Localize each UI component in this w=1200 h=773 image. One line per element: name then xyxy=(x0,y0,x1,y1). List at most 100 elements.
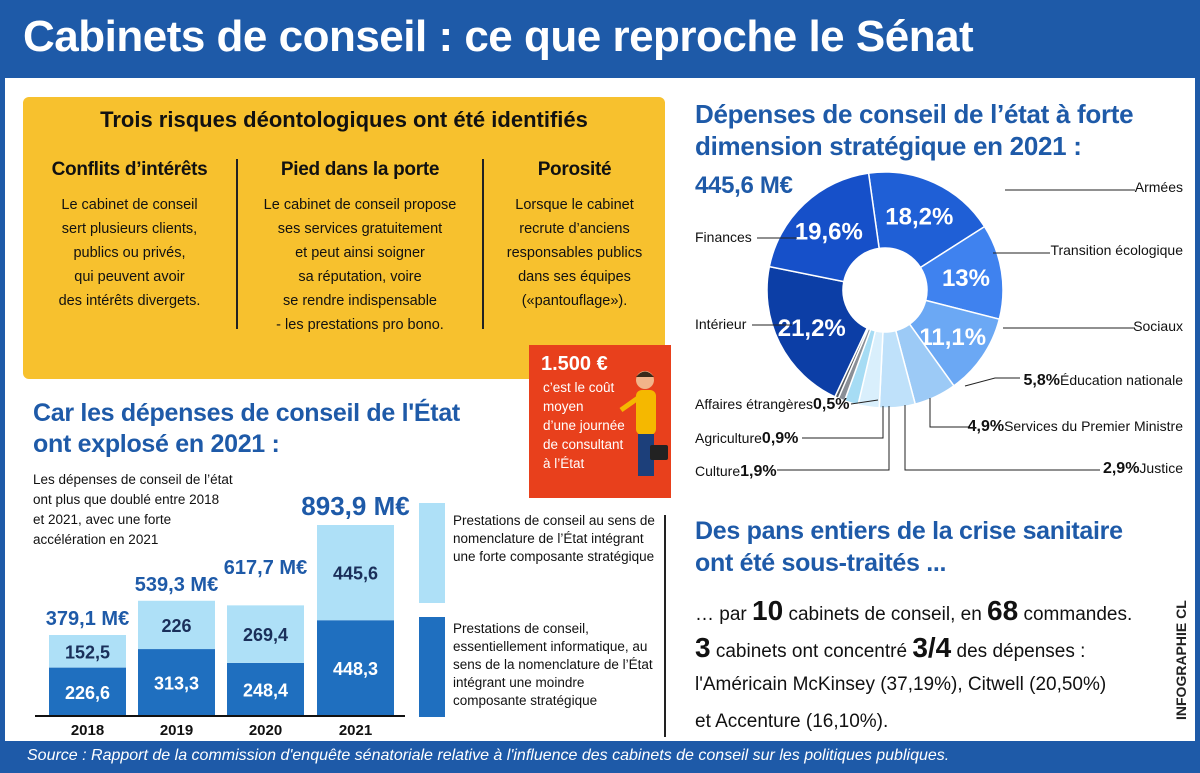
cost-line: moyen xyxy=(543,399,584,414)
legend-entry: Prestations de conseil au sens de nomenc… xyxy=(453,513,655,564)
risk-line: («pantouflage»). xyxy=(521,293,628,309)
risk-line: Le cabinet de conseil xyxy=(61,197,198,213)
cost-line: de consultant xyxy=(543,437,624,452)
separator xyxy=(236,159,238,329)
note-line: accélération en 2021 xyxy=(33,532,159,547)
crisis-heading-line: ont été sous-traités ... xyxy=(695,549,947,577)
bar-total-label: 617,7 M€ xyxy=(224,557,307,579)
donut-label: 4,9%Services du Premier Ministre xyxy=(968,418,1184,435)
leader-line xyxy=(929,398,970,428)
text: cabinets de conseil, en xyxy=(783,604,988,625)
page-title: Cabinets de conseil : ce que reproche le… xyxy=(5,0,1195,78)
arm xyxy=(619,395,640,413)
leader-line xyxy=(850,399,879,405)
category-label: Intérieur xyxy=(695,316,747,332)
legend-swatch xyxy=(419,503,445,603)
category-label: Services du Premier Ministre xyxy=(1004,418,1183,434)
category-label: Culture xyxy=(695,463,740,479)
risk-line: Le cabinet de conseil propose xyxy=(263,197,457,213)
donut-segment xyxy=(867,171,986,269)
x-tick-label: 2020 xyxy=(249,722,282,739)
risk-line: responsables publics xyxy=(506,245,643,261)
bar-segment xyxy=(138,649,215,716)
leader-line xyxy=(777,406,890,471)
bar-segment xyxy=(138,600,215,650)
donut-label: 5,8%Éducation nationale xyxy=(1024,372,1184,389)
x-tick-label: 2019 xyxy=(160,722,193,739)
bar-note: Les dépenses de conseil de l’état ont plu… xyxy=(33,470,233,550)
donut-value-label: 19,6% xyxy=(795,218,863,245)
donut-value-label: 2,9% xyxy=(1103,460,1139,477)
risk-line: publics ou privés, xyxy=(73,245,186,261)
leader-line xyxy=(904,405,1100,471)
donut-title-line: Dépenses de conseil de l’état à forte xyxy=(695,99,1134,129)
risk-title: Porosité xyxy=(537,159,612,180)
bar-segment xyxy=(49,667,126,716)
risk-line: sa réputation, voire xyxy=(298,269,422,285)
bag xyxy=(650,445,668,460)
category-label: Finances xyxy=(695,229,752,245)
text: des dépenses : xyxy=(951,641,1086,662)
legend-entry: Prestations de conseil, essentiellement … xyxy=(453,621,653,708)
number: 3 xyxy=(695,632,711,663)
text: commandes. xyxy=(1018,604,1133,625)
donut-value-label: 4,9% xyxy=(968,418,1004,435)
note-line: Les dépenses de conseil de l’état xyxy=(33,472,233,487)
number: 68 xyxy=(987,595,1019,626)
bar-title-line: ont explosé en 2021 : xyxy=(33,430,280,458)
risk-line: qui peuvent avoir xyxy=(74,269,185,285)
bar-total-label: 379,1 M€ xyxy=(46,608,129,630)
crisis-line: 3 cabinets ont concentré 3/4 des dépense… xyxy=(695,629,1132,666)
bar-value-label: 226,6 xyxy=(65,683,110,703)
bar-value-label: 226 xyxy=(161,616,191,636)
bar-segment xyxy=(317,525,394,621)
bar-segment xyxy=(49,634,126,668)
note-line: et 2021, avec une forte xyxy=(33,512,172,527)
risk-column: Conflits d’intérêts Le cabinet de conseil… xyxy=(23,159,236,313)
x-tick-label: 2018 xyxy=(71,722,104,739)
cost-line: c’est le coût xyxy=(543,380,615,395)
category-label: Sociaux xyxy=(1133,318,1183,334)
donut-label: Affaires étrangères0,5% xyxy=(695,396,850,413)
category-label: Justice xyxy=(1139,460,1183,476)
x-tick-label: 2021 xyxy=(339,722,372,739)
risk-line: ses services gratuitement xyxy=(277,221,443,237)
legend-swatch xyxy=(419,617,445,717)
cost-line: à l’État xyxy=(543,456,585,471)
credit: INFOGRAPHIE CL xyxy=(1173,600,1189,720)
donut-value-label: 11,1% xyxy=(919,324,986,351)
risk-title: Conflits d’intérêts xyxy=(51,159,208,180)
text: l'Américain McKinsey (37,19%), Citwell (… xyxy=(695,674,1107,695)
category-label: Éducation nationale xyxy=(1060,372,1183,388)
donut-total: 445,6 M€ xyxy=(695,172,793,199)
donut-label: Culture1,9% xyxy=(695,463,777,480)
number: 3/4 xyxy=(912,632,952,663)
risk-line: recrute d’anciens xyxy=(519,221,630,237)
donut-label: Armées xyxy=(1135,179,1183,195)
crisis-heading-line: Des pans entiers de la crise sanitaire xyxy=(695,517,1123,545)
bar-value-label: 152,5 xyxy=(65,642,110,662)
bar-segment xyxy=(227,662,304,716)
donut-label: Agriculture0,9% xyxy=(695,430,798,447)
consultant-figure xyxy=(619,371,668,476)
donut-value-label: 5,8% xyxy=(1024,372,1060,389)
donut-value-label: 21,2% xyxy=(778,315,846,342)
category-label: Affaires étrangères xyxy=(695,396,813,412)
leader-line xyxy=(802,406,884,439)
donut-label: Transition écologique xyxy=(1050,242,1183,258)
text: cabinets ont concentré xyxy=(710,641,913,662)
donut-value-label: 0,9% xyxy=(762,430,798,447)
category-label: Transition écologique xyxy=(1050,242,1183,258)
donut-segment xyxy=(766,265,869,398)
number: 10 xyxy=(752,595,784,626)
crisis-line: et Accenture (16,10%). xyxy=(695,703,1132,740)
donut-value-label: 0,5% xyxy=(813,396,849,413)
risk-line: Lorsque le cabinet xyxy=(515,197,634,213)
donut-label: Finances xyxy=(695,229,752,245)
hair xyxy=(636,371,654,377)
leader-line xyxy=(964,377,1020,387)
bar-segment xyxy=(317,620,394,716)
risk-line: des intérêts divergets. xyxy=(58,293,201,309)
legs xyxy=(638,434,654,476)
